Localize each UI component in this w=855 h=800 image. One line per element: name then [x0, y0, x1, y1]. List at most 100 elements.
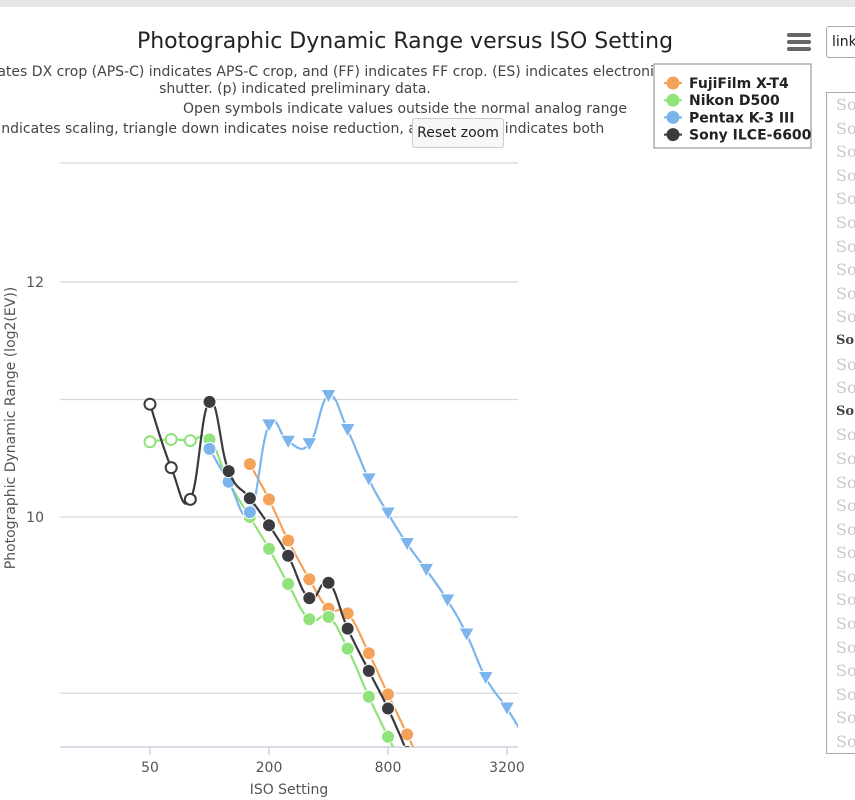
data-point[interactable]	[477, 670, 495, 687]
listbox-option[interactable]: So	[836, 403, 855, 419]
reset-zoom-button[interactable]: Reset zoom	[412, 118, 504, 148]
data-point[interactable]	[242, 491, 257, 506]
chart-subtitle-line-1: (DX) indicates DX crop (APS-C) indicates…	[0, 64, 662, 80]
listbox-option[interactable]: So	[836, 566, 855, 586]
listbox-option[interactable]: So	[836, 448, 855, 468]
legend-item[interactable]: Nikon D500	[664, 93, 780, 109]
data-point[interactable]	[300, 437, 318, 453]
listbox-option[interactable]: So	[836, 590, 855, 610]
data-point-open[interactable]	[164, 432, 178, 446]
listbox-option[interactable]: So	[836, 496, 855, 516]
legend-item[interactable]: Sony ILCE-6600	[664, 128, 812, 144]
listbox-option[interactable]: So	[836, 165, 855, 185]
listbox-option[interactable]: So	[836, 332, 855, 348]
legend-label: Pentax K-3 III	[689, 110, 794, 126]
data-point[interactable]	[279, 434, 297, 450]
listbox-option[interactable]: So	[836, 684, 855, 704]
data-point[interactable]	[439, 593, 456, 609]
data-point[interactable]	[381, 701, 395, 716]
data-point[interactable]	[260, 418, 278, 434]
data-point[interactable]	[361, 646, 376, 661]
y-axis: 10 12	[26, 275, 44, 526]
data-point[interactable]	[262, 518, 276, 533]
data-point[interactable]	[340, 621, 355, 636]
data-point[interactable]	[281, 533, 296, 548]
x-axis-title: ISO Setting	[250, 782, 329, 798]
data-point[interactable]	[262, 541, 276, 556]
series-line	[208, 394, 518, 729]
data-point-open[interactable]	[183, 492, 197, 506]
listbox-option[interactable]: So	[836, 283, 855, 303]
listbox-option[interactable]: So	[836, 519, 855, 539]
data-point[interactable]	[360, 472, 378, 488]
data-point-open[interactable]	[143, 435, 157, 449]
y-tick-label: 10	[26, 510, 44, 526]
listbox-option[interactable]: So	[836, 118, 855, 138]
listbox-option[interactable]: So	[836, 260, 855, 280]
data-point-open[interactable]	[183, 434, 197, 448]
listbox-option[interactable]: So	[836, 543, 855, 563]
listbox-option[interactable]: So	[836, 189, 855, 209]
data-point[interactable]	[262, 492, 276, 507]
data-point-open[interactable]	[164, 461, 178, 475]
data-point[interactable]	[361, 663, 376, 678]
data-point[interactable]	[321, 575, 336, 590]
data-point[interactable]	[302, 572, 317, 587]
listbox-option[interactable]: So	[836, 661, 855, 681]
listbox-option[interactable]: So	[836, 236, 855, 256]
data-point[interactable]	[417, 562, 435, 578]
listbox-option[interactable]: So	[836, 307, 855, 327]
legend-swatch-marker	[666, 93, 680, 107]
data-point[interactable]	[302, 591, 317, 606]
hamburger-menu-icon[interactable]	[785, 30, 813, 56]
y-tick-label: 12	[26, 275, 44, 291]
data-point[interactable]	[202, 394, 217, 409]
data-point[interactable]	[420, 769, 433, 782]
data-point[interactable]	[458, 627, 476, 643]
camera-select[interactable]: link	[826, 26, 855, 58]
data-point[interactable]	[498, 701, 516, 717]
listbox-option[interactable]: So	[836, 354, 855, 374]
data-point[interactable]	[281, 548, 296, 563]
listbox-option[interactable]: So	[836, 708, 855, 728]
camera-listbox[interactable]: So So So So So So So So So So So So So So So So So So So So…	[826, 92, 855, 754]
legend-label: FujiFilm X-T4	[689, 76, 789, 92]
data-point[interactable]	[221, 464, 236, 479]
data-point[interactable]	[281, 576, 296, 591]
legend-label: Sony ILCE-6600	[689, 128, 812, 144]
data-point[interactable]	[321, 609, 336, 624]
listbox-option[interactable]: So	[836, 614, 855, 634]
data-point[interactable]	[242, 457, 257, 472]
data-point-open[interactable]	[143, 397, 157, 411]
listbox-option[interactable]: So	[836, 378, 855, 398]
series-0	[242, 457, 433, 782]
data-point[interactable]	[401, 745, 414, 759]
listbox-option[interactable]: So	[836, 732, 855, 752]
series-layer	[143, 388, 534, 782]
data-point[interactable]	[361, 689, 376, 704]
data-point[interactable]	[242, 505, 257, 520]
data-point[interactable]	[302, 612, 317, 627]
listbox-option[interactable]: So	[836, 637, 855, 657]
listbox-option[interactable]: So	[836, 425, 855, 445]
data-point[interactable]	[202, 441, 217, 456]
listbox-option[interactable]: So	[836, 212, 855, 232]
listbox-option[interactable]: So	[836, 472, 855, 492]
data-point[interactable]	[320, 388, 337, 405]
data-point[interactable]	[398, 537, 416, 553]
data-point[interactable]	[401, 769, 414, 782]
data-point[interactable]	[339, 423, 357, 439]
legend-item[interactable]: FujiFilm X-T4	[664, 76, 789, 92]
listbox-option[interactable]: So	[836, 95, 855, 114]
x-axis: 50 200 800 3200	[60, 746, 525, 776]
data-point[interactable]	[340, 641, 355, 656]
data-point[interactable]	[379, 506, 397, 522]
listbox-option[interactable]: So	[836, 142, 855, 162]
data-point[interactable]	[517, 733, 534, 748]
data-point[interactable]	[381, 729, 395, 744]
legend-item[interactable]: Pentax K-3 III	[664, 110, 794, 126]
y-axis-title: Photographic Dynamic Range (log2(EV))	[3, 287, 19, 570]
legend-label: Nikon D500	[689, 93, 780, 109]
